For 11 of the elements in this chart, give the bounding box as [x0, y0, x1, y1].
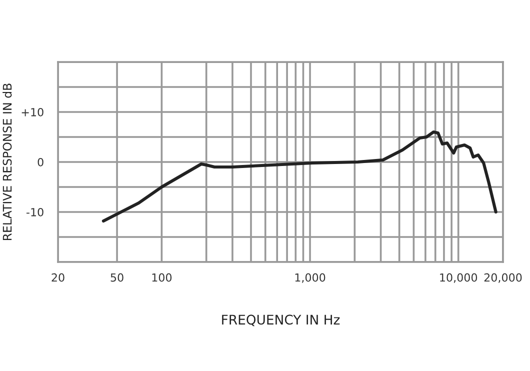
x-tick-label: 100 — [152, 273, 172, 282]
x-tick-label: 1,000 — [295, 273, 326, 283]
x-tick-label: 20 — [52, 273, 64, 282]
y-tick-label: 0 — [38, 158, 44, 166]
x-tick-label: 20,000 — [484, 273, 522, 283]
x-tick-label: 10,000 — [440, 273, 478, 283]
x-axis-title: FREQUENCY IN Hz — [222, 314, 340, 326]
x-tick-label: 50 — [110, 273, 124, 282]
y-axis-title: RELATIVE RESPONSE IN dB — [2, 84, 12, 240]
y-tick-label: +10 — [22, 108, 44, 116]
y-tick-label: -10 — [26, 208, 44, 216]
